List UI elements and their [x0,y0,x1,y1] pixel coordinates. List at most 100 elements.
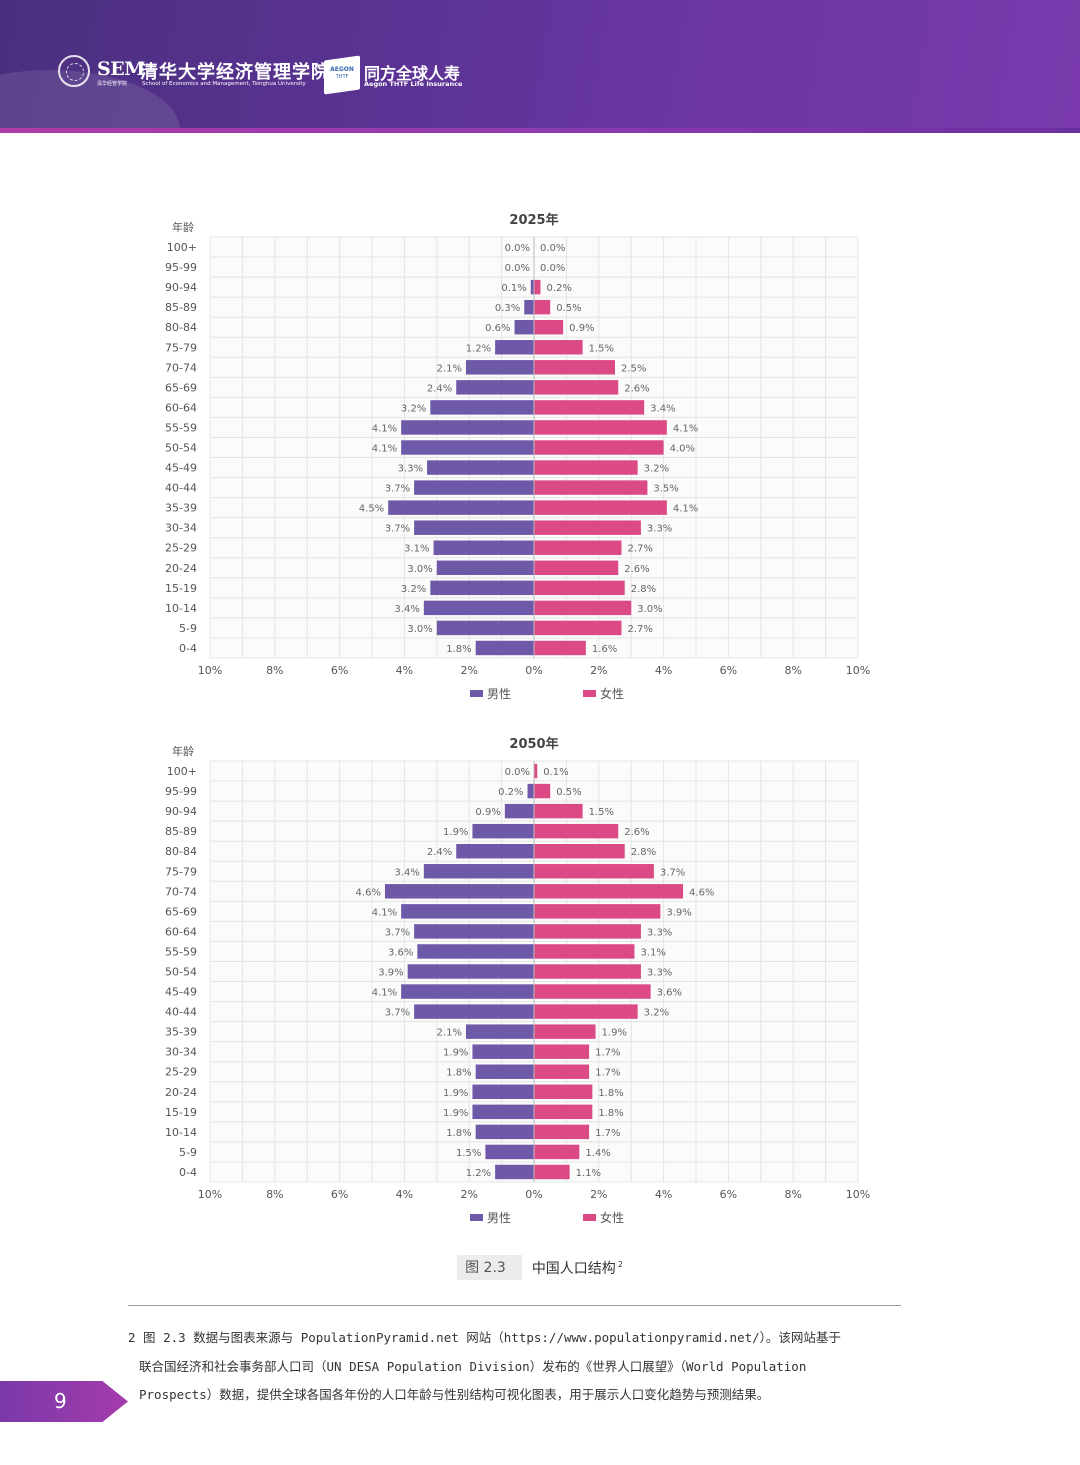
bar-male [495,1164,534,1180]
data-label-female: 1.5% [589,343,614,354]
bar-female [534,580,625,596]
data-label-male: 1.8% [446,1068,471,1079]
bar-female [534,1104,593,1120]
bar-female [534,1004,638,1019]
aegon-logo-subtext: THTF [335,74,349,80]
data-label-female: 3.4% [650,403,675,414]
bar-female [534,763,538,779]
bar-male [472,1044,534,1059]
age-group-label: 50-54 [165,442,197,455]
bar-female [534,560,619,576]
age-group-label: 80-84 [165,321,197,334]
x-tick-label: 6% [720,664,737,677]
age-group-label: 60-64 [165,401,197,414]
data-label-male: 3.7% [385,927,410,938]
bar-female [534,299,551,315]
data-label-female: 1.7% [595,1048,620,1059]
data-label-female: 2.7% [627,624,652,635]
x-tick-label: 0% [525,1188,542,1201]
bar-male [530,279,534,295]
data-label-male: 3.3% [398,464,423,475]
data-label-male: 3.2% [401,584,426,595]
data-label-male: 3.0% [407,624,432,635]
bar-male [401,984,534,999]
data-label-female: 4.1% [673,423,698,434]
data-label-female: 1.7% [595,1068,620,1079]
bar-female [534,400,645,415]
age-group-label: 25-29 [165,1066,197,1079]
x-tick-label: 10% [846,1188,870,1201]
figure-caption: 图 2.3 中国人口结构 2 [0,1255,1080,1280]
chart-title: 2050年 [509,736,558,752]
bar-male [436,560,534,576]
legend-label-male: 男性 [487,1211,511,1225]
bar-female [534,1084,593,1100]
data-label-female: 3.3% [647,927,672,938]
bar-male [414,1004,534,1019]
age-group-label: 85-89 [165,825,197,838]
age-group-label: 50-54 [165,966,197,979]
data-label-female: 1.8% [598,1108,623,1119]
bar-male [414,480,534,495]
data-label-male: 0.3% [495,303,520,314]
age-group-label: 60-64 [165,925,197,938]
x-tick-label: 8% [784,1188,801,1201]
school-name-en: School of Economics and Management, Tsin… [142,81,306,87]
data-label-female: 1.7% [595,1128,620,1139]
data-label-female: 3.3% [647,524,672,535]
data-label-male: 3.6% [388,947,413,958]
age-group-label: 0-4 [179,1166,197,1179]
footnote-divider [128,1305,901,1306]
age-group-label: 70-74 [165,885,197,898]
data-label-male: 3.4% [394,604,419,615]
x-tick-label: 8% [266,1188,283,1201]
bar-male [475,1064,534,1079]
bar-male [407,964,534,979]
data-label-male: 3.0% [407,564,432,575]
figure-title: 中国人口结构 2 [532,1258,623,1278]
page-header: SEM 清华经管学院 清华大学经济管理学院 School of Economic… [0,0,1080,133]
age-group-label: 55-59 [165,421,197,434]
data-label-male: 2.1% [437,1028,462,1039]
bar-female [534,279,541,295]
bar-female [534,540,622,555]
age-group-label: 100+ [167,765,197,778]
age-group-label: 10-14 [165,602,197,615]
bar-female [534,1124,590,1140]
data-label-male: 1.9% [443,1048,468,1059]
x-tick-label: 4% [396,1188,413,1201]
bar-male [427,460,534,475]
bar-female [534,1064,590,1079]
x-tick-label: 2% [460,664,477,677]
data-label-female: 0.2% [546,283,571,294]
figure-title-text: 中国人口结构 [531,1260,616,1277]
data-label-female: 3.0% [637,604,662,615]
data-label-male: 1.8% [446,1128,471,1139]
data-label-male: 4.1% [372,907,397,918]
bar-male [475,640,534,656]
age-group-label: 40-44 [165,482,197,495]
data-label-female: 1.6% [592,644,617,655]
data-label-female: 4.1% [673,504,698,515]
data-label-female: 0.0% [540,263,565,274]
bar-male [384,884,534,899]
header-stripe [0,128,1080,133]
bar-male [472,1084,534,1100]
bar-female [534,823,619,839]
bar-male [401,904,534,919]
legend-swatch-male [470,690,483,697]
bar-female [534,924,641,939]
age-group-label: 30-34 [165,1046,197,1059]
data-label-female: 3.1% [640,947,665,958]
x-tick-label: 2% [590,1188,607,1201]
data-label-male: 0.0% [505,243,530,254]
data-label-male: 1.2% [466,343,491,354]
y-axis-label: 年龄 [172,220,194,234]
data-label-female: 2.7% [627,544,652,555]
bar-female [534,319,564,335]
bar-male [472,1104,534,1120]
y-axis-label: 年龄 [172,744,194,758]
x-tick-label: 4% [396,664,413,677]
bar-male [527,783,534,799]
data-label-male: 2.4% [427,847,452,858]
